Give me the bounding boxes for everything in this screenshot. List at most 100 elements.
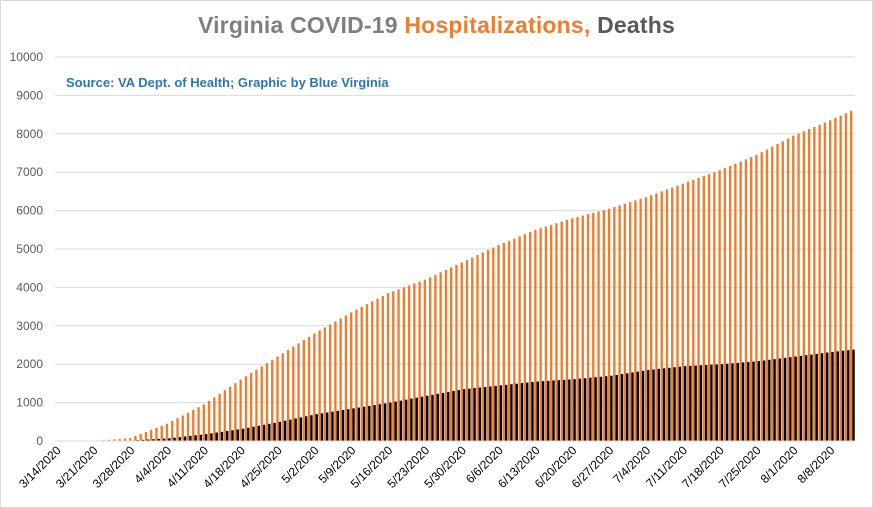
y-tick-label: 10000 [10, 50, 44, 64]
chart-subtitle: Source: VA Dept. of Health; Graphic by B… [66, 75, 389, 90]
hospitalizations-bar [155, 427, 158, 441]
hospitalizations-bar [523, 234, 527, 441]
y-tick-label: 1000 [16, 396, 43, 410]
hospitalizations-bar [639, 198, 642, 441]
hospitalizations-bar [307, 336, 311, 441]
hospitalizations-bar [628, 202, 632, 441]
deaths-bar [141, 439, 145, 441]
deaths-bar [610, 375, 613, 441]
hospitalizations-bar [128, 438, 132, 441]
hospitalizations-bar [107, 439, 111, 441]
deaths-bar [289, 419, 292, 441]
deaths-bar [647, 369, 650, 441]
hospitalizations-bar [497, 245, 500, 441]
deaths-bar [405, 399, 408, 441]
hospitalizations-bar [518, 236, 521, 441]
hospitalizations-bar [602, 210, 605, 441]
hospitalizations-bar [486, 250, 490, 441]
deaths-bar [205, 434, 208, 441]
deaths-bar [505, 384, 508, 441]
hospitalizations-bar [386, 293, 390, 441]
deaths-bar [668, 367, 671, 441]
hospitalizations-bar [644, 197, 648, 441]
hospitalizations-bar [160, 425, 163, 441]
hospitalizations-bar [239, 379, 242, 441]
hospitalizations-bar [313, 333, 316, 441]
y-tick-label: 5000 [16, 242, 43, 256]
hospitalizations-bar [407, 285, 411, 441]
hospitalizations-bar [355, 309, 358, 441]
deaths-bar [589, 377, 592, 441]
hospitalizations-bar [197, 407, 200, 441]
hospitalizations-bar [765, 149, 769, 441]
hospitalizations-bar [439, 272, 442, 441]
hospitalizations-bar [402, 287, 405, 441]
deaths-bar [457, 390, 460, 441]
deaths-bar [489, 386, 492, 441]
deaths-bar [499, 385, 503, 441]
hospitalizations-bar [760, 152, 763, 441]
hospitalizations-bar [502, 242, 505, 441]
hospitalizations-bar [444, 269, 448, 441]
deaths-bar [783, 357, 787, 441]
deaths-bar [152, 439, 155, 441]
deaths-bar [447, 391, 450, 441]
deaths-bar [541, 381, 545, 441]
deaths-bar [252, 426, 255, 441]
deaths-bar [631, 372, 634, 441]
hospitalizations-bar [339, 318, 342, 441]
deaths-bar [515, 383, 518, 441]
hospitalizations-bar [139, 434, 142, 441]
hospitalizations-bar [544, 226, 548, 441]
deaths-bar [162, 438, 166, 441]
x-axis: 3/14/20203/21/20203/28/20204/4/20204/11/… [16, 440, 855, 491]
deaths-bar [299, 417, 303, 441]
deaths-bar [683, 366, 687, 441]
deaths-bar [726, 363, 729, 441]
hospitalizations-bar [371, 301, 374, 441]
hospitalizations-bar [776, 143, 779, 441]
hospitalizations-bar [255, 369, 258, 441]
hospitalizations-bar [707, 174, 711, 441]
hospitalizations-bar [460, 262, 463, 441]
deaths-bar [220, 431, 224, 441]
deaths-bar [662, 368, 666, 441]
hospitalizations-bar [539, 228, 542, 441]
deaths-bar [568, 379, 571, 441]
deaths-bar [557, 380, 560, 441]
hospitalizations-bar [797, 133, 800, 442]
deaths-bar [510, 384, 513, 441]
deaths-bar [362, 406, 366, 441]
deaths-bar [673, 367, 676, 441]
hospitalizations-bar [418, 281, 421, 441]
hospitalizations-bar [671, 187, 674, 441]
deaths-bar [157, 438, 160, 441]
hospitalizations-bar [739, 161, 742, 442]
hospitalizations-bar [618, 205, 621, 441]
deaths-bar [752, 361, 755, 441]
deaths-bar [173, 437, 176, 441]
deaths-bar [331, 411, 334, 441]
hospitalizations-bar [397, 289, 400, 441]
hospitalizations-bar [513, 238, 516, 441]
hospitalizations-bar [423, 279, 427, 441]
hospitalizations-bar [571, 218, 574, 441]
deaths-bar [147, 439, 150, 441]
hospitalizations-bar [260, 366, 263, 441]
deaths-bar [836, 351, 839, 441]
hospitalizations-bar [376, 298, 379, 441]
hospitalizations-bar [218, 393, 221, 441]
deaths-bar [494, 385, 497, 441]
hospitalizations-bar [681, 183, 684, 441]
hospitalizations-bar [592, 212, 595, 441]
chart-title: Virginia COVID-19 Hospitalizations, Deat… [0, 12, 873, 39]
deaths-bar [231, 430, 234, 441]
hospitalizations-bar [650, 195, 653, 441]
hospitalizations-bar [344, 315, 348, 441]
hospitalizations-bar [686, 181, 690, 442]
hospitalizations-bar [492, 247, 495, 441]
deaths-bar [473, 388, 476, 441]
deaths-series [62, 349, 855, 441]
hospitalizations-bar [181, 415, 184, 441]
